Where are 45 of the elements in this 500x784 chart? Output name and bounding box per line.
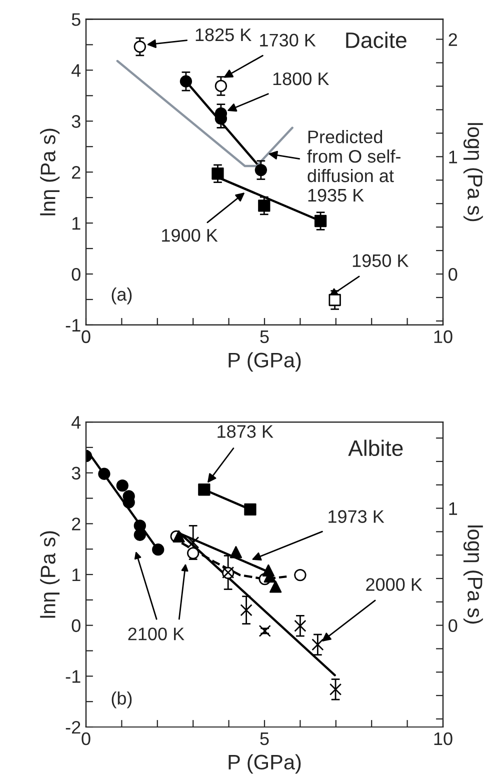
y-tick-label: 4 [72,416,81,429]
annotation: 1873 K [218,425,274,438]
annotation: 1825 K [196,28,252,42]
y2-tick-label: 0 [448,268,458,281]
annotation: 1900 K [162,228,218,242]
annotation: 2000 K [366,578,422,591]
x-tick-label: 10 [434,330,452,344]
annotation: 1800 K [273,72,330,86]
x-axis-title: P (GPa) [228,352,301,372]
y-tick-label: 3 [72,115,80,128]
x-tick-label: 5 [260,330,269,344]
x-tick-label: 5 [260,732,269,746]
y-tick-label: 4 [72,64,81,77]
y-tick-label: 1 [72,568,80,582]
y-tick-label: 2 [72,518,80,530]
x-tick-label: 0 [82,732,90,746]
y-tick-label: -1 [66,319,80,332]
annotation: Albite [348,440,403,456]
y-tick-label: 1 [72,217,80,230]
y-tick-label: -1 [66,670,80,683]
x-axis-title: P (GPa) [228,754,301,774]
annotation: 1973 K [328,510,384,523]
annotation: 1950 K [352,254,409,268]
y2-axis-title: logη (Pa s) [463,526,483,624]
y2-tick-label: 0 [448,619,458,632]
y-tick-label: 0 [72,268,80,281]
x-tick-label: 0 [82,330,90,344]
y-tick-label: 0 [72,619,80,632]
y-tick-label: 3 [72,466,80,480]
annotation: Dacite [346,32,406,48]
y-tick-label: 2 [72,166,80,179]
y-tick-label: 5 [72,13,80,26]
y2-axis-title: logη (Pa s) [463,123,483,222]
y-axis-title: lnη (Pa s) [40,531,60,618]
annotation: 1730 K [260,34,316,47]
y-axis-title: lnη (Pa s) [40,128,60,216]
annotation: 2100 K [128,628,184,640]
annotation: (a) [112,288,132,304]
x-tick-label: 10 [434,732,452,746]
y2-tick-label: 1 [449,502,458,515]
y2-tick-label: 2 [448,33,457,46]
y-tick-label: -2 [66,720,80,734]
y2-tick-label: 1 [449,150,458,164]
annotation: Predicted from O self- diffusion at 1935 K [307,130,400,202]
annotation: (b) [112,691,132,708]
